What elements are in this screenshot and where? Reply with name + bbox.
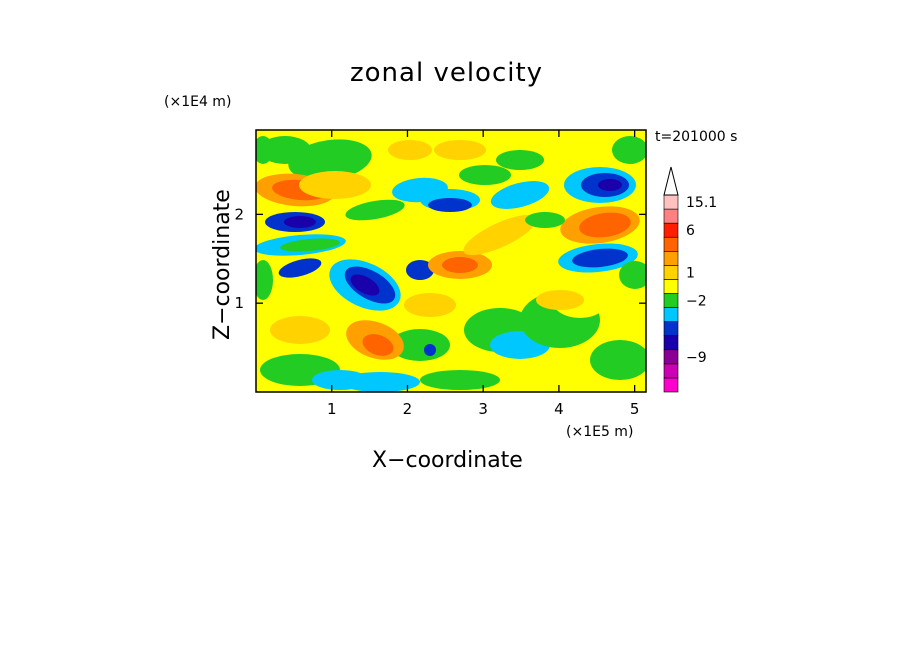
contour-region [280, 238, 340, 252]
colorbar-swatch [663, 208, 679, 224]
x-tick-label: 4 [554, 400, 564, 418]
colorbar-swatch [663, 377, 679, 393]
colorbar-label: 6 [686, 223, 695, 239]
contour-region [270, 316, 330, 344]
colorbar-extension [663, 166, 679, 196]
plot-frame [255, 129, 647, 393]
y-axis-unit: (×1E4 m) [164, 94, 232, 110]
contour-region [350, 274, 380, 296]
contour-region [345, 199, 405, 221]
contour-region [299, 171, 371, 199]
contour-region [496, 150, 544, 170]
contour-region [572, 248, 628, 268]
time-annotation: t=201000 s [655, 129, 738, 145]
colorbar-label: −9 [686, 350, 707, 366]
contour-region [459, 165, 511, 185]
contour-region [442, 257, 478, 273]
colorbar-swatch [663, 222, 679, 238]
colorbar-swatch [663, 335, 679, 351]
contour-region [598, 179, 622, 191]
y-tick-label: 1 [234, 294, 244, 312]
contour-region [388, 140, 432, 160]
colorbar-swatch [663, 250, 679, 266]
contour-region [590, 340, 646, 380]
chart-title: zonal velocity [350, 58, 544, 88]
contour-region [525, 212, 565, 228]
colorbar-swatch [663, 265, 679, 280]
contour-region [404, 293, 456, 317]
contour-region [536, 290, 584, 310]
colorbar-swatch [663, 321, 679, 337]
y-axis-ticks: 12 [234, 205, 646, 312]
contour-region [259, 136, 311, 164]
y-tick-label: 2 [234, 205, 244, 223]
colorbar-label: −2 [686, 294, 707, 310]
colorbar-swatch [663, 349, 679, 365]
contour-region [284, 216, 316, 228]
colorbar-label: 1 [686, 265, 695, 281]
colorbar-swatch [663, 194, 679, 210]
contour-region [619, 261, 646, 289]
colorbar-swatch [663, 293, 679, 308]
contour-region [420, 370, 500, 390]
colorbar-label: 15.1 [686, 195, 717, 211]
x-tick-label: 3 [478, 400, 488, 418]
contour-region [312, 370, 368, 390]
contour-region [278, 258, 322, 278]
contour-region [362, 334, 394, 356]
x-axis-ticks: 1 2 3 4 5 [327, 130, 639, 418]
contour-region [406, 260, 434, 280]
x-tick-label: 2 [403, 400, 413, 418]
x-tick-label: 1 [327, 400, 337, 418]
x-axis-unit: (×1E5 m) [566, 424, 634, 440]
colorbar-swatch [663, 307, 679, 322]
colorbar: 15.1 6 1 −2 −9 [663, 166, 717, 393]
contour-region [424, 344, 436, 356]
colorbar-swatch [663, 363, 679, 379]
contour-region [434, 140, 486, 160]
contour-region [463, 214, 537, 256]
contour-region [401, 227, 459, 253]
contour-region [612, 136, 646, 164]
contour-field [256, 136, 646, 392]
contour-region [256, 136, 273, 164]
colorbar-swatch [663, 279, 679, 294]
contour-region [256, 260, 273, 300]
contour-region [428, 198, 472, 212]
x-axis-label: X−coordinate [372, 448, 523, 473]
contour-region [579, 212, 631, 238]
colorbar-swatch [663, 236, 679, 252]
contour-region [490, 181, 550, 209]
x-tick-label: 5 [630, 400, 640, 418]
